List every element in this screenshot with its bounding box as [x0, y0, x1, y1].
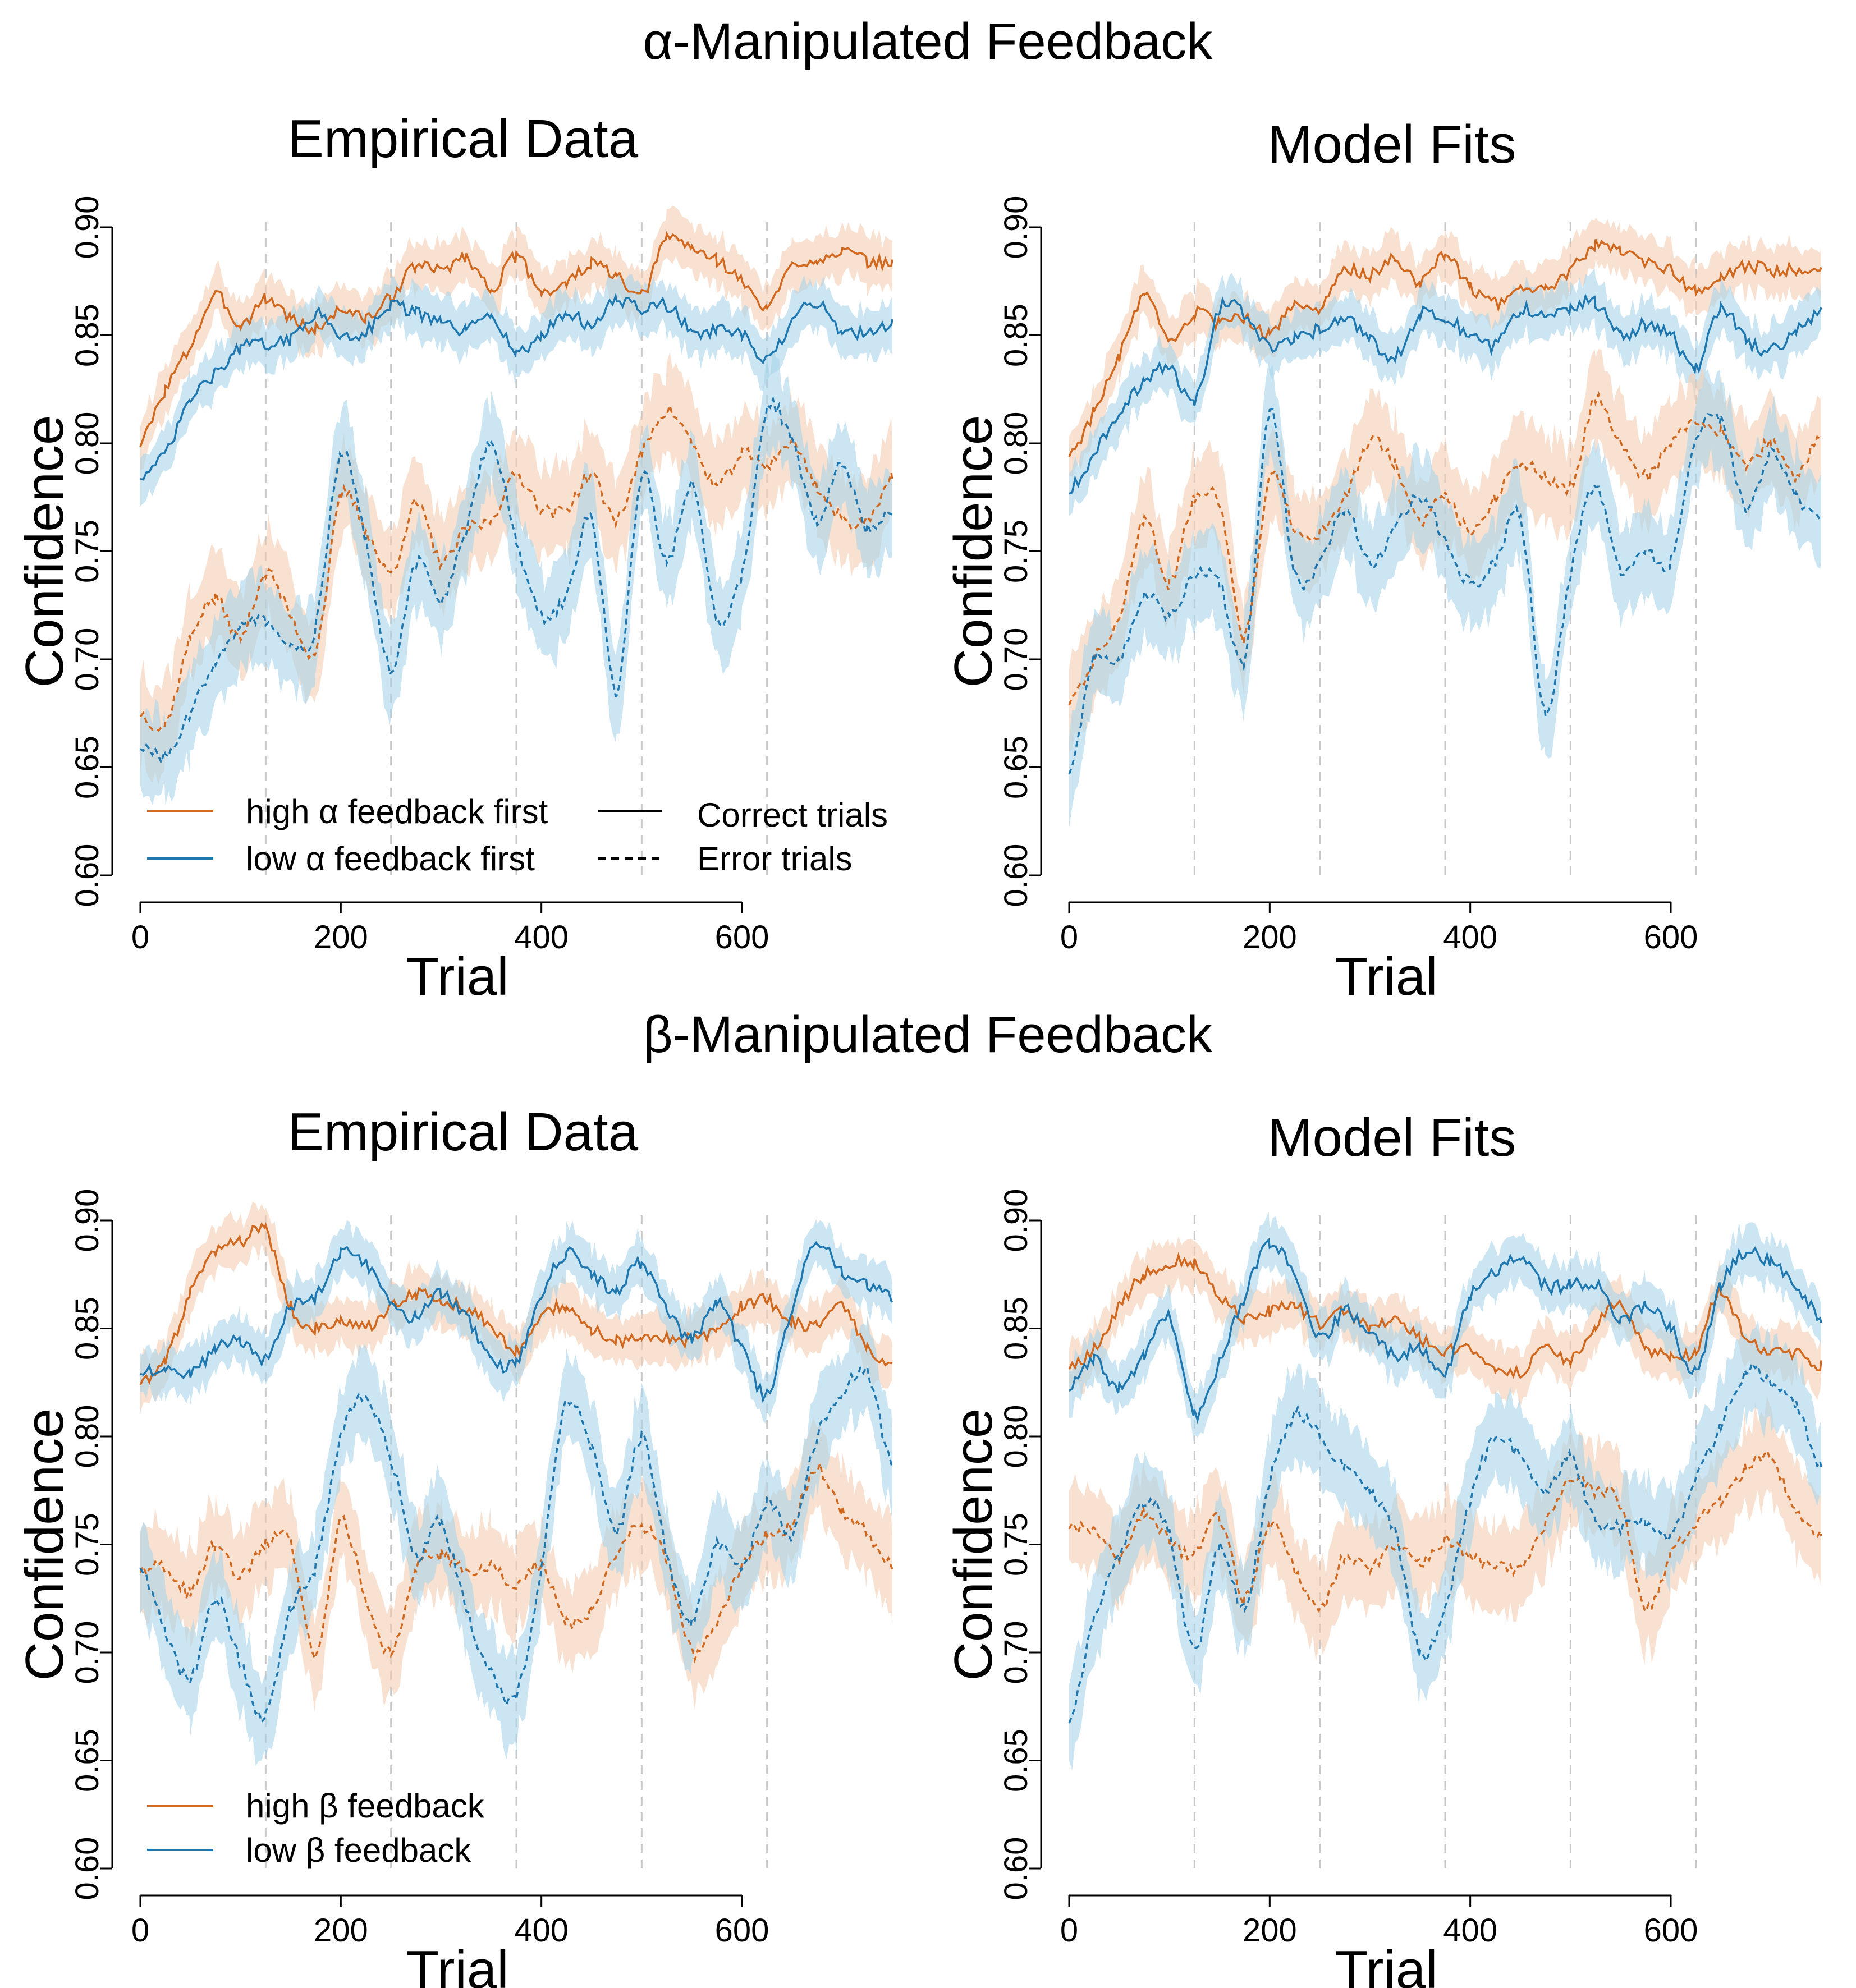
x-tick-label: 600	[715, 1912, 769, 1949]
y-tick-label: 0.60	[69, 1837, 106, 1900]
legend-label-low-beta: low β feedback	[246, 1831, 471, 1869]
x-axis-label: Trial	[406, 947, 508, 1007]
y-tick-label: 0.90	[998, 196, 1034, 259]
x-tick-label: 200	[1243, 919, 1297, 956]
confidence-band-high-correct	[140, 205, 892, 470]
series-line-low-correct	[140, 292, 893, 481]
x-tick-label: 0	[131, 1912, 149, 1949]
series-line-high-error	[139, 402, 893, 732]
y-tick-label: 0.70	[998, 1621, 1034, 1684]
chart-panel-alpha-empirical: 0.60 0.65 0.70 0.75 0.80 0.85 0.90 Confidence 0 2…	[15, 196, 893, 1007]
y-tick-label: 0.80	[998, 1405, 1034, 1468]
series-line-high-correct	[139, 231, 893, 447]
series-line-high-correct	[1068, 1252, 1822, 1379]
section-title-beta: β-Manipulated Feedback	[643, 1006, 1213, 1063]
y-tick-label: 0.60	[69, 844, 106, 907]
confidence-band-low-correct	[140, 1219, 892, 1424]
y-tick-label: 0.75	[998, 520, 1034, 583]
series-line-low-correct	[1069, 1238, 1822, 1424]
legend-beta: high β feedback low β feedback	[147, 1787, 485, 1869]
y-tick-label: 0.75	[69, 1513, 106, 1576]
y-tick-label: 0.70	[998, 628, 1034, 691]
x-tick-label: 0	[131, 919, 149, 956]
y-tick-label: 0.85	[69, 304, 106, 367]
y-tick-label: 0.90	[69, 1189, 106, 1252]
y-tick-label: 0.80	[998, 412, 1034, 475]
y-tick-label: 0.90	[69, 196, 106, 259]
y-axis-label: Confidence	[15, 415, 75, 688]
x-tick-label: 200	[314, 919, 368, 956]
x-tick-label: 400	[514, 919, 569, 956]
confidence-band-high-error	[140, 1417, 892, 1712]
x-tick-label: 400	[1443, 1912, 1497, 1949]
y-tick-label: 0.65	[998, 1729, 1034, 1792]
y-tick-label: 0.75	[998, 1513, 1034, 1576]
panel-title-alpha-empirical: Empirical Data	[288, 109, 639, 169]
x-tick-label: 600	[715, 919, 769, 956]
y-axis-label: Confidence	[943, 1408, 1003, 1681]
legend-label-high-beta: high β feedback	[246, 1787, 485, 1825]
y-tick-label: 0.65	[69, 1729, 106, 1792]
y-tick-label: 0.85	[998, 1297, 1034, 1360]
y-axis-label: Confidence	[15, 1408, 75, 1681]
y-tick-label: 0.70	[69, 1621, 106, 1684]
panel-title-alpha-model: Model Fits	[1268, 114, 1516, 175]
x-tick-label: 200	[1243, 1912, 1297, 1949]
x-tick-label: 600	[1644, 919, 1698, 956]
series-line-high-correct	[1068, 238, 1822, 458]
y-tick-label: 0.75	[69, 520, 106, 583]
x-axis-label: Trial	[1335, 947, 1437, 1007]
confidence-band-high-error	[1069, 1395, 1821, 1666]
series-line-low-error	[1068, 407, 1822, 775]
y-axis-label: Confidence	[943, 415, 1003, 688]
legend-alpha: high α feedback first low α feedback fir…	[147, 793, 888, 878]
series-line-low-correct	[140, 1241, 893, 1403]
series-line-high-error	[1068, 391, 1822, 706]
series-line-low-error	[139, 396, 893, 766]
confidence-band-low-error	[1069, 361, 1821, 828]
x-tick-label: 200	[314, 1912, 368, 1949]
x-tick-label: 0	[1060, 919, 1078, 956]
y-tick-label: 0.65	[998, 736, 1034, 799]
x-tick-label: 400	[514, 1912, 569, 1949]
x-axis-label: Trial	[406, 1940, 508, 1988]
confidence-band-low-error	[140, 1316, 892, 1766]
series-line-high-error	[1068, 1448, 1822, 1614]
chart-panel-alpha-model: 0.60 0.65 0.70 0.75 0.80 0.85 0.90 Confidence 0 2…	[943, 196, 1822, 1007]
series-line-high-correct	[139, 1222, 893, 1385]
y-tick-label: 0.80	[69, 1405, 106, 1468]
legend-label-high-alpha: high α feedback first	[246, 793, 548, 830]
confidence-band-high-correct	[1069, 217, 1821, 477]
chart-panel-beta-empirical: 0.60 0.65 0.70 0.75 0.80 0.85 0.90 Confidence 0 2…	[15, 1189, 893, 1988]
series-line-high-error	[139, 1459, 893, 1664]
series-line-low-correct	[1069, 293, 1822, 495]
y-tick-label: 0.90	[998, 1189, 1034, 1252]
series-line-low-error	[1068, 1361, 1822, 1724]
x-tick-label: 0	[1060, 1912, 1078, 1949]
x-tick-label: 400	[1443, 919, 1497, 956]
panel-title-beta-model: Model Fits	[1268, 1108, 1516, 1168]
confidence-band-low-error	[140, 348, 892, 806]
panel-title-beta-empirical: Empirical Data	[288, 1102, 639, 1162]
y-tick-label: 0.85	[998, 304, 1034, 367]
y-tick-label: 0.80	[69, 412, 106, 475]
y-tick-label: 0.85	[69, 1297, 106, 1360]
legend-label-correct: Correct trials	[697, 796, 888, 834]
series-line-low-error	[139, 1365, 893, 1724]
x-axis-label: Trial	[1335, 1940, 1437, 1988]
chart-panel-beta-model: 0.60 0.65 0.70 0.75 0.80 0.85 0.90 Confidence 0 2…	[943, 1189, 1822, 1988]
y-tick-label: 0.60	[998, 844, 1034, 907]
y-tick-label: 0.60	[998, 1837, 1034, 1900]
confidence-band-high-error	[1069, 348, 1821, 752]
y-tick-label: 0.70	[69, 628, 106, 691]
legend-label-error: Error trials	[697, 840, 853, 878]
section-title-alpha: α-Manipulated Feedback	[643, 13, 1213, 70]
legend-label-low-alpha: low α feedback first	[246, 840, 535, 878]
confidence-band-high-error	[140, 352, 892, 786]
y-tick-label: 0.65	[69, 736, 106, 799]
x-tick-label: 600	[1644, 1912, 1698, 1949]
